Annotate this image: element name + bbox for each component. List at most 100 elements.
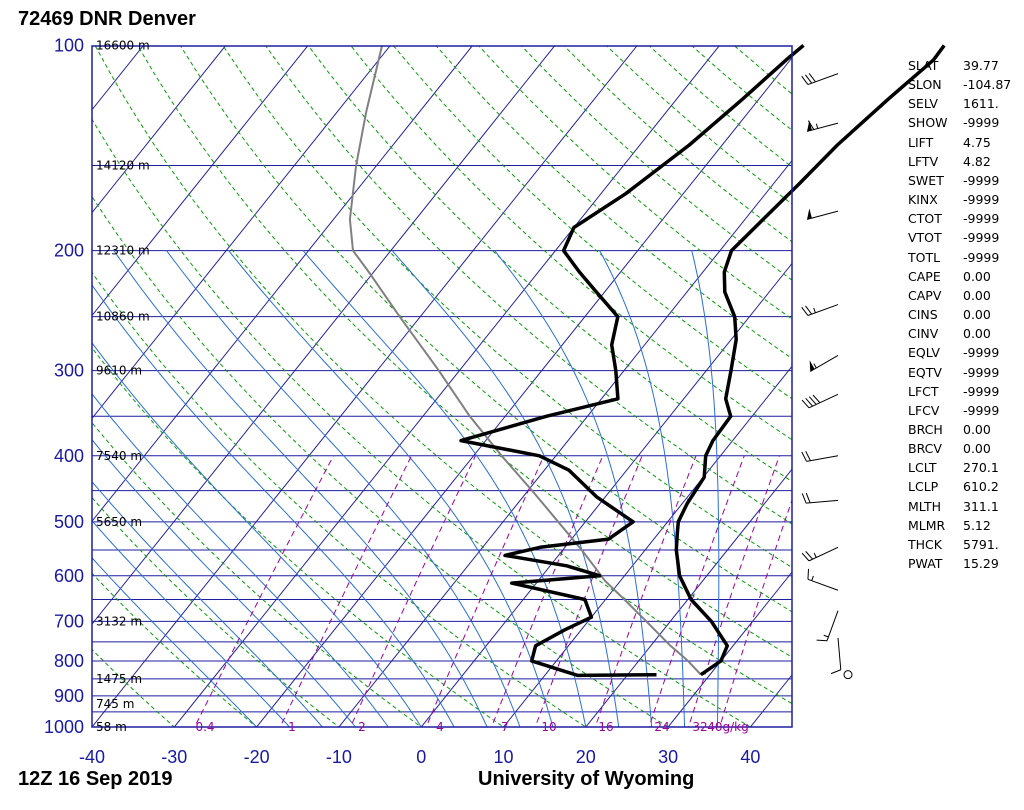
index-key: SLAT bbox=[908, 58, 939, 73]
dry-adiabat bbox=[307, 46, 792, 483]
dry-adiabat bbox=[222, 46, 792, 569]
index-row-lclt: LCLT 270.1 bbox=[908, 458, 1011, 477]
pressure-tick-label: 500 bbox=[54, 512, 84, 532]
moist-adiabat bbox=[92, 481, 323, 727]
wind-barb bbox=[830, 637, 842, 675]
mixing-ratio-label: 24 bbox=[654, 720, 669, 734]
index-key: CTOT bbox=[908, 211, 942, 227]
moist-adiabat bbox=[92, 520, 290, 727]
dry-adiabat bbox=[92, 271, 587, 727]
index-row-selv: SELV 1611. bbox=[908, 94, 1011, 113]
temperature-tick-label: 30 bbox=[658, 747, 678, 767]
index-value: 15.29 bbox=[963, 556, 999, 572]
dewpoint-profile-line bbox=[459, 44, 805, 678]
index-key: LFTV bbox=[908, 153, 939, 169]
index-row-show: SHOW -9999 bbox=[908, 113, 1011, 132]
index-row-thck: THCK 5791. bbox=[908, 535, 1011, 554]
mixing-ratio-label: 2 bbox=[358, 720, 366, 734]
index-row-lclp: LCLP 610.2 bbox=[908, 477, 1011, 496]
index-value: 610.2 bbox=[963, 479, 999, 495]
isotherm-line bbox=[585, 468, 792, 727]
index-value: 0.00 bbox=[963, 287, 991, 303]
wind-barb bbox=[806, 120, 839, 132]
moist-adiabat bbox=[92, 438, 356, 727]
index-row-lfct: LFCT -9999 bbox=[908, 382, 1011, 401]
isotherm-line bbox=[667, 571, 792, 727]
index-key: LFCT bbox=[908, 383, 939, 399]
index-value: -9999 bbox=[963, 402, 1000, 418]
index-value: -9999 bbox=[963, 364, 1000, 380]
wind-barb bbox=[816, 610, 839, 642]
height-label: 7540 m bbox=[96, 449, 142, 463]
moist-adiabat bbox=[92, 342, 422, 727]
temperature-tick-label: 40 bbox=[740, 747, 760, 767]
temperature-profile-line bbox=[674, 44, 946, 677]
temperature-tick-label: -30 bbox=[161, 747, 187, 767]
observation-time: 12Z 16 Sep 2019 bbox=[18, 768, 173, 790]
index-row-swet: SWET -9999 bbox=[908, 171, 1011, 190]
index-row-slat: SLAT 39.77 bbox=[908, 56, 1011, 75]
height-label: 3132 m bbox=[96, 614, 142, 628]
index-value: -9999 bbox=[963, 383, 1000, 399]
isotherm-line bbox=[92, 46, 638, 727]
moist-adiabat bbox=[228, 250, 554, 727]
index-key: SELV bbox=[908, 96, 938, 112]
chart-title: 72469 DNR Denver bbox=[18, 8, 196, 30]
index-value: 1611. bbox=[963, 96, 999, 112]
index-key: MLMR bbox=[908, 517, 946, 533]
dry-adiabat bbox=[92, 118, 752, 727]
pressure-tick-label: 600 bbox=[54, 566, 84, 586]
mixing-ratio-label: 32 bbox=[692, 720, 707, 734]
pressure-tick-label: 700 bbox=[54, 611, 84, 631]
temperature-tick-label: 20 bbox=[576, 747, 596, 767]
pressure-tick-label: 100 bbox=[54, 35, 84, 55]
index-key: PWAT bbox=[908, 556, 943, 572]
index-row-lift: LIFT 4.75 bbox=[908, 133, 1011, 152]
calm-wind-circle bbox=[843, 670, 853, 680]
height-label: 14120 m bbox=[96, 158, 150, 172]
pressure-tick-label: 300 bbox=[54, 361, 84, 381]
isotherm-line bbox=[173, 46, 720, 727]
height-label: 12310 m bbox=[96, 244, 150, 258]
isotherm-line bbox=[420, 262, 792, 727]
index-key: KINX bbox=[908, 192, 938, 208]
source-credit: University of Wyoming bbox=[478, 768, 695, 790]
index-key: BRCV bbox=[908, 441, 942, 457]
index-row-eqtv: EQTV -9999 bbox=[908, 363, 1011, 382]
index-key: SLON bbox=[908, 77, 942, 93]
temperature-tick-label: -20 bbox=[244, 747, 270, 767]
dry-adiabat bbox=[393, 46, 792, 400]
moist-adiabat bbox=[92, 557, 257, 727]
mixing-ratio-line bbox=[194, 455, 334, 727]
index-value: 270.1 bbox=[963, 460, 999, 476]
height-label: 58 m bbox=[96, 720, 127, 734]
plot-area bbox=[92, 46, 792, 727]
mixing-ratio-line bbox=[279, 455, 412, 727]
mixing-ratio-label: 4 bbox=[436, 720, 444, 734]
index-row-ctot: CTOT -9999 bbox=[908, 209, 1011, 228]
index-value: -9999 bbox=[963, 230, 1000, 246]
pressure-tick-label: 200 bbox=[54, 241, 84, 261]
index-row-vtot: VTOT -9999 bbox=[908, 228, 1011, 247]
mixing-ratio-line bbox=[425, 455, 545, 727]
stability-indices-table: SLAT 39.77 SLON -104.87 SELV 1611. SHOW -9999 LI… bbox=[908, 56, 1011, 573]
mixing-ratio-label: 16 bbox=[598, 720, 613, 734]
pressure-tick-label: 1000 bbox=[44, 717, 84, 737]
index-value: 4.82 bbox=[963, 153, 991, 169]
index-value: 4.75 bbox=[963, 134, 991, 150]
plot-frame bbox=[91, 45, 793, 728]
parcel-profile-line bbox=[348, 45, 702, 676]
mixing-ratio-label: 7 bbox=[501, 720, 509, 734]
mixing-ratio-line bbox=[534, 455, 643, 727]
isotherm-line bbox=[92, 46, 391, 420]
index-key: SWET bbox=[908, 172, 944, 188]
index-value: -104.87 bbox=[963, 77, 1012, 93]
height-label: 10860 m bbox=[96, 310, 150, 324]
index-key: EQLV bbox=[908, 345, 940, 361]
isotherm-line bbox=[92, 46, 309, 317]
index-row-cape: CAPE 0.00 bbox=[908, 267, 1011, 286]
index-key: LCLP bbox=[908, 479, 939, 495]
mixing-ratio-label: 10 bbox=[541, 720, 556, 734]
index-row-mlmr: MLMR 5.12 bbox=[908, 516, 1011, 535]
height-label: 9610 m bbox=[96, 364, 142, 378]
